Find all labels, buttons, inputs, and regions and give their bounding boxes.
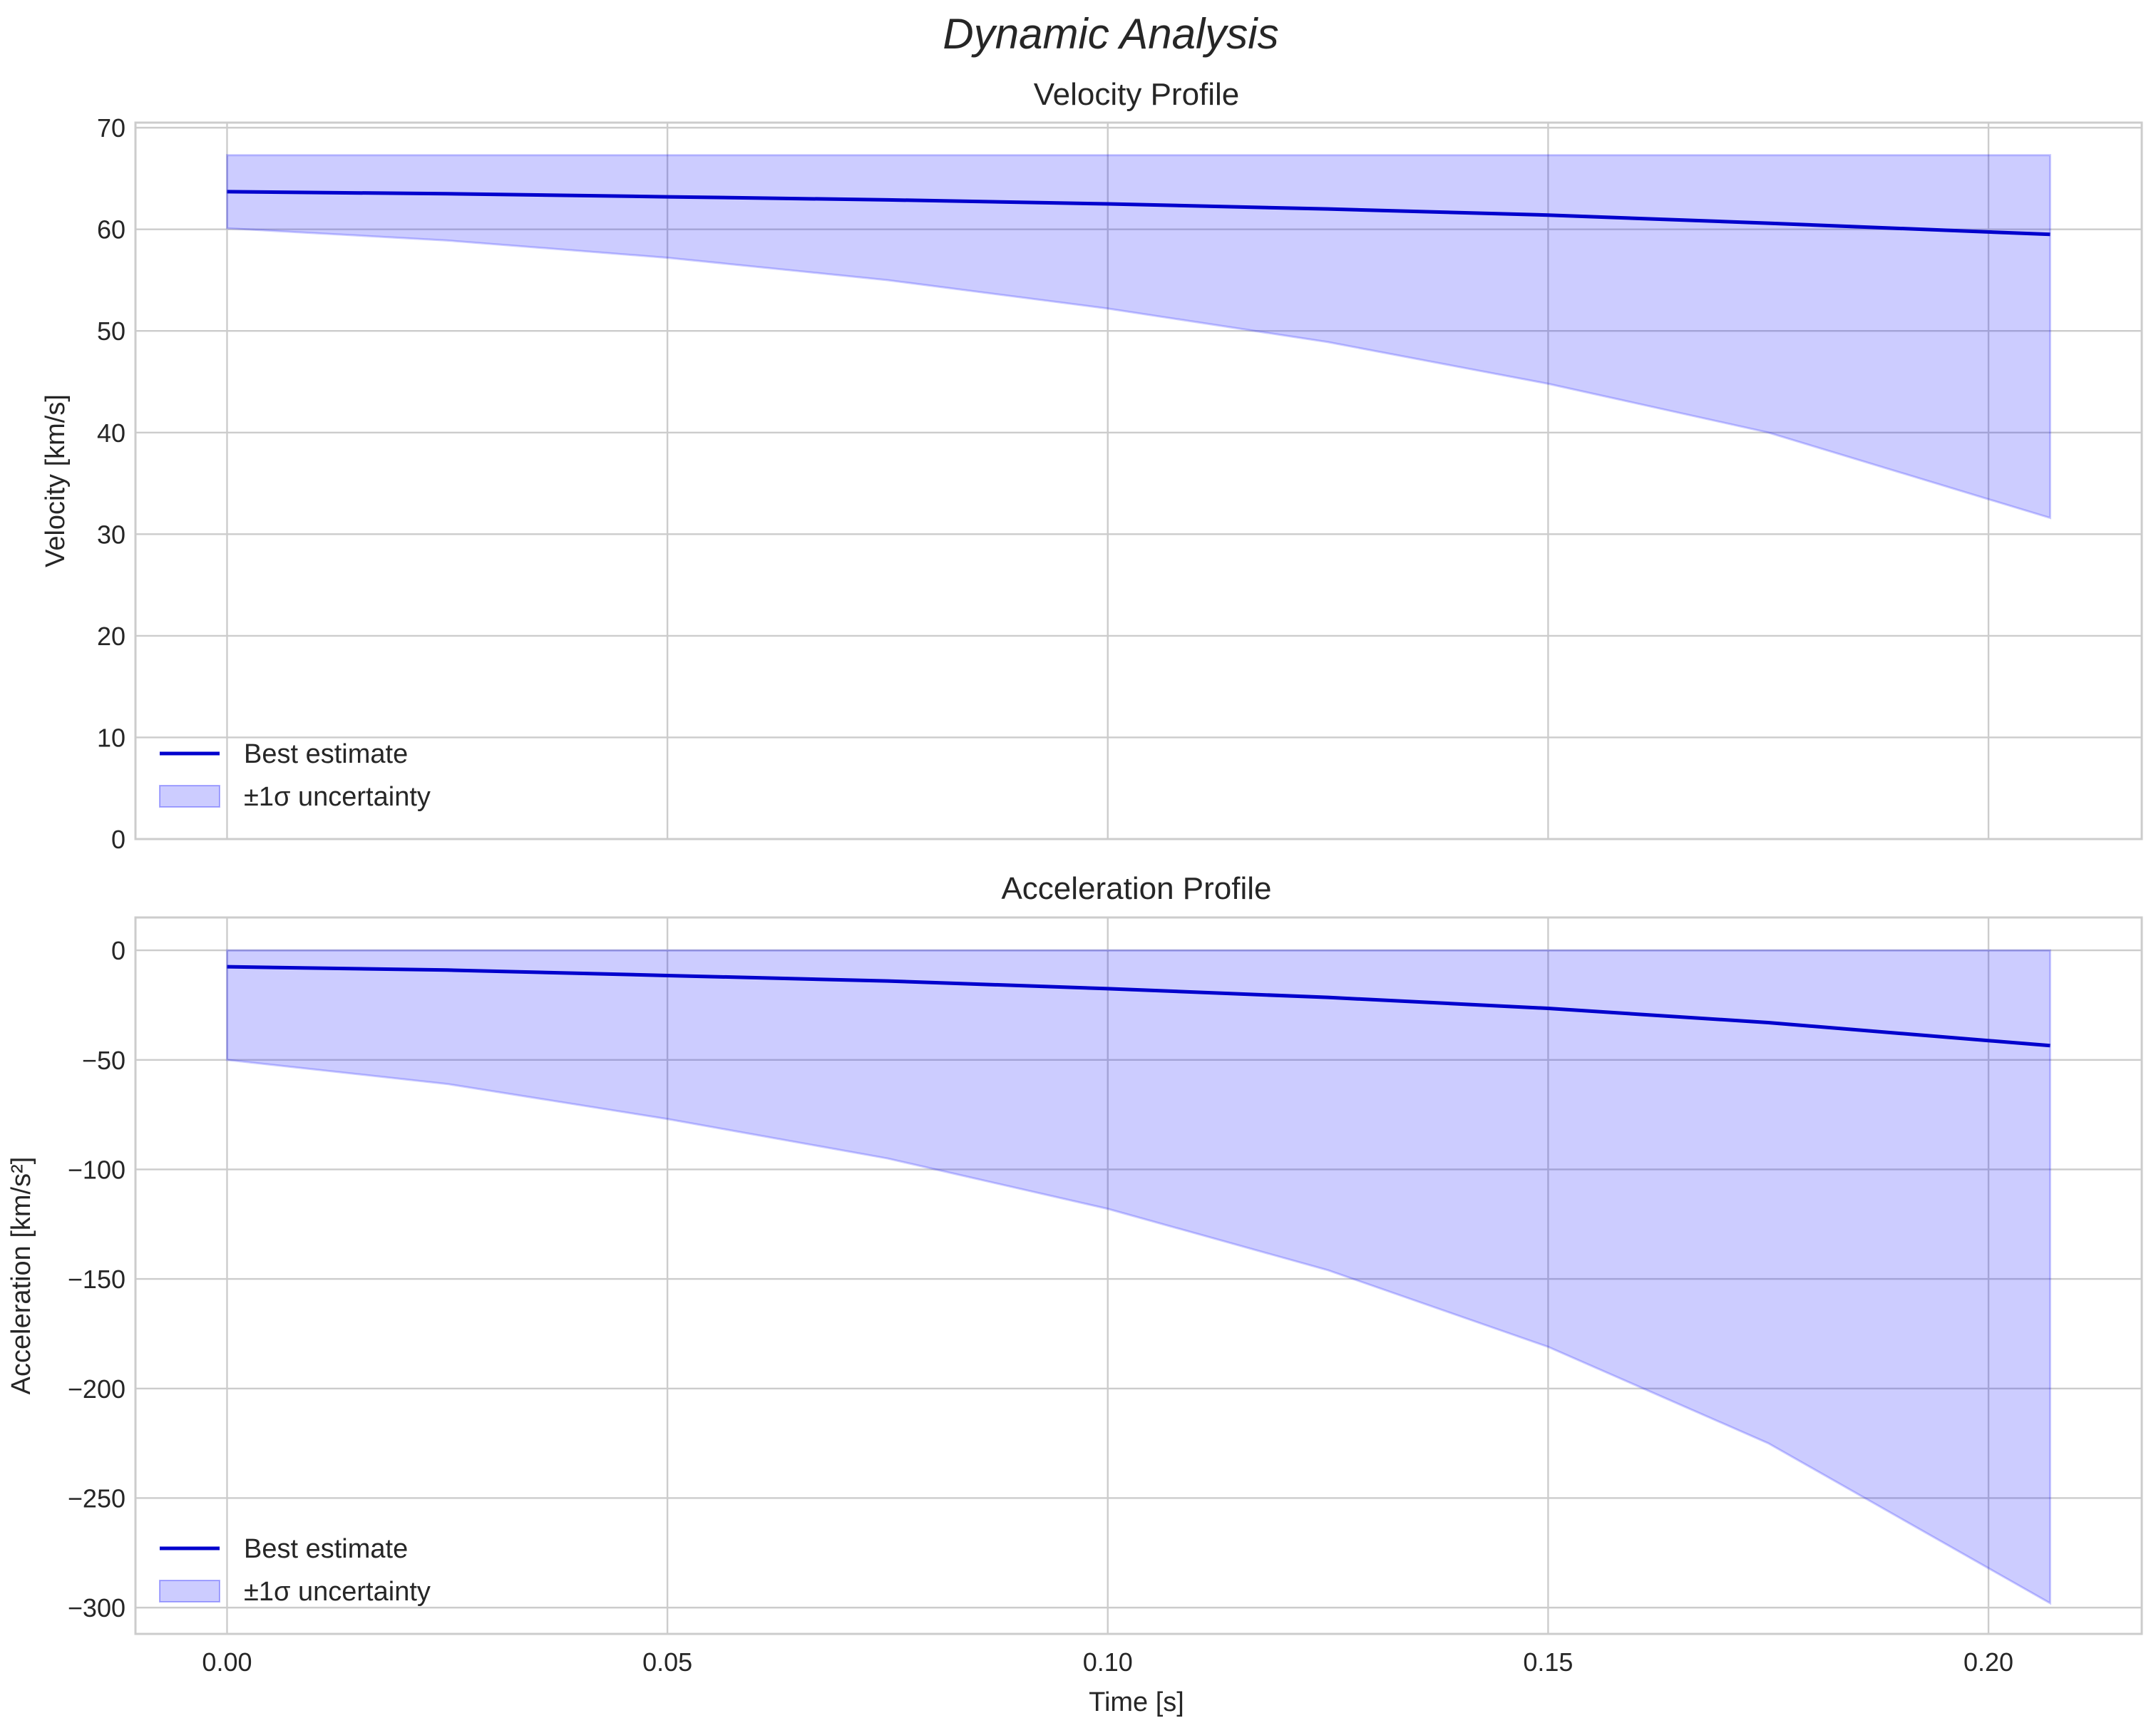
x-tick-label: 0.05 (642, 1647, 692, 1677)
acceleration-x-ticks: 0.00 0.05 0.10 0.15 0.20 (202, 1647, 2013, 1677)
acceleration-panel: Acceleration Profile 0 −50 −100 −150 −200 −25… (6, 871, 2143, 1717)
y-tick-label: 30 (97, 520, 125, 549)
y-tick-label: 0 (111, 936, 125, 965)
y-tick-label: 70 (97, 113, 125, 143)
x-tick-label: 0.00 (202, 1647, 252, 1677)
acceleration-uncertainty-band (225, 949, 2052, 1605)
acceleration-panel-title: Acceleration Profile (1001, 871, 1271, 906)
velocity-panel: Velocity Profile 0 10 20 30 40 50 60 70 Velocit… (41, 77, 2143, 854)
y-tick-label: 20 (97, 622, 125, 651)
y-tick-label: 50 (97, 317, 125, 346)
x-tick-label: 0.15 (1523, 1647, 1573, 1677)
y-tick-label: 60 (97, 215, 125, 245)
velocity-y-ticks: 0 10 20 30 40 50 60 70 (97, 113, 125, 854)
legend-best-estimate-label: Best estimate (244, 1534, 408, 1564)
legend-band-swatch (159, 1580, 220, 1603)
acceleration-gridlines (135, 917, 2142, 1634)
acceleration-plot-frame (134, 916, 2143, 1635)
figure-suptitle: Dynamic Analysis (943, 10, 1278, 58)
y-tick-label: −150 (68, 1265, 125, 1294)
y-tick-label: 0 (111, 825, 125, 854)
velocity-y-axis-label: Velocity [km/s] (41, 394, 71, 567)
acceleration-best-estimate-line (227, 965, 2050, 1048)
y-tick-label: −50 (82, 1046, 125, 1075)
velocity-best-estimate-line (227, 190, 2050, 237)
y-tick-label: −200 (68, 1374, 125, 1404)
acceleration-y-axis-label: Acceleration [km/s²] (6, 1157, 36, 1395)
legend-uncertainty-label: ±1σ uncertainty (244, 1577, 431, 1607)
time-x-axis-label: Time [s] (1089, 1687, 1184, 1717)
velocity-plot-frame (134, 121, 2143, 840)
acceleration-y-ticks: 0 −50 −100 −150 −200 −250 −300 (68, 936, 125, 1622)
velocity-panel-title: Velocity Profile (1034, 77, 1240, 112)
x-tick-label: 0.10 (1083, 1647, 1133, 1677)
y-tick-label: −300 (68, 1593, 125, 1622)
legend-uncertainty-label: ±1σ uncertainty (244, 782, 431, 812)
x-tick-label: 0.20 (1963, 1647, 2013, 1677)
acceleration-legend: Best estimate ±1σ uncertainty (159, 1534, 431, 1607)
y-tick-label: −250 (68, 1483, 125, 1513)
legend-best-estimate-label: Best estimate (244, 739, 408, 769)
y-tick-label: 40 (97, 418, 125, 448)
velocity-uncertainty-band (225, 154, 2052, 520)
legend-band-swatch (159, 785, 220, 808)
y-tick-label: −100 (68, 1155, 125, 1184)
velocity-legend: Best estimate ±1σ uncertainty (159, 739, 431, 812)
y-tick-label: 10 (97, 723, 125, 752)
